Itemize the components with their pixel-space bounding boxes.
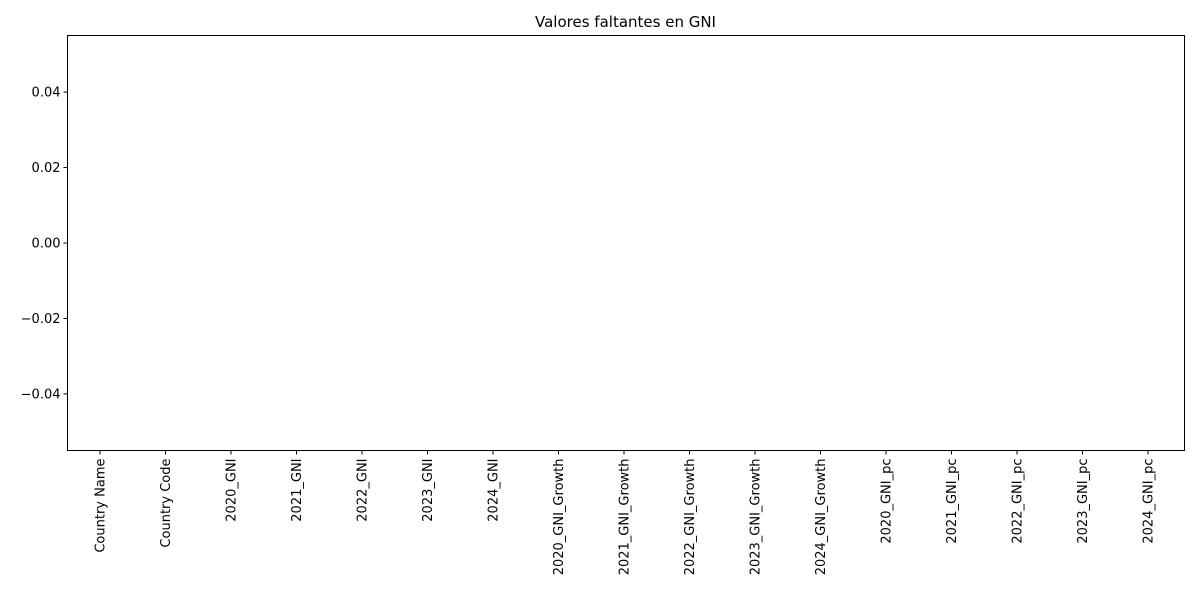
x-tick-label: Country Name [94,459,109,553]
x-tick-label: 2024_GNI_Growth [814,459,829,576]
chart-title: Valores faltantes en GNI [535,13,716,31]
x-tick-label: 2022_GNI_Growth [683,459,698,576]
x-tick-label: 2021_GNI_pc [945,459,960,544]
x-tick-label: 2023_GNI_pc [1076,459,1091,544]
y-tick-label: −0.02 [21,312,61,327]
y-tick-label: −0.04 [21,387,61,402]
x-tick-label: 2024_GNI_pc [1142,459,1157,544]
x-tick-label: 2020_GNI_pc [880,459,895,544]
x-tick-label: 2022_GNI [356,459,371,522]
y-tick-label: 0.00 [32,237,61,252]
x-tick-label: 2024_GNI [487,459,502,522]
x-tick-label: 2020_GNI_Growth [552,459,567,576]
x-tick-label: 2021_GNI_Growth [618,459,633,576]
x-tick-label: 2021_GNI [290,459,305,522]
x-tick-label: Country Code [159,459,174,548]
x-tick-label: 2020_GNI [225,459,240,522]
y-tick-label: 0.04 [32,86,61,101]
x-tick-label: 2023_GNI_Growth [749,459,764,576]
x-axis: Country Name Country Code 2020_GNI 2021_GNI… [94,450,1157,576]
y-tick-label: 0.02 [32,161,61,176]
x-tick-label: 2022_GNI_pc [1011,459,1026,544]
y-axis: 0.04 0.02 0.00 −0.02 −0.04 [21,86,68,402]
plot-area-frame [67,35,1185,451]
x-tick-label: 2023_GNI [421,459,436,522]
